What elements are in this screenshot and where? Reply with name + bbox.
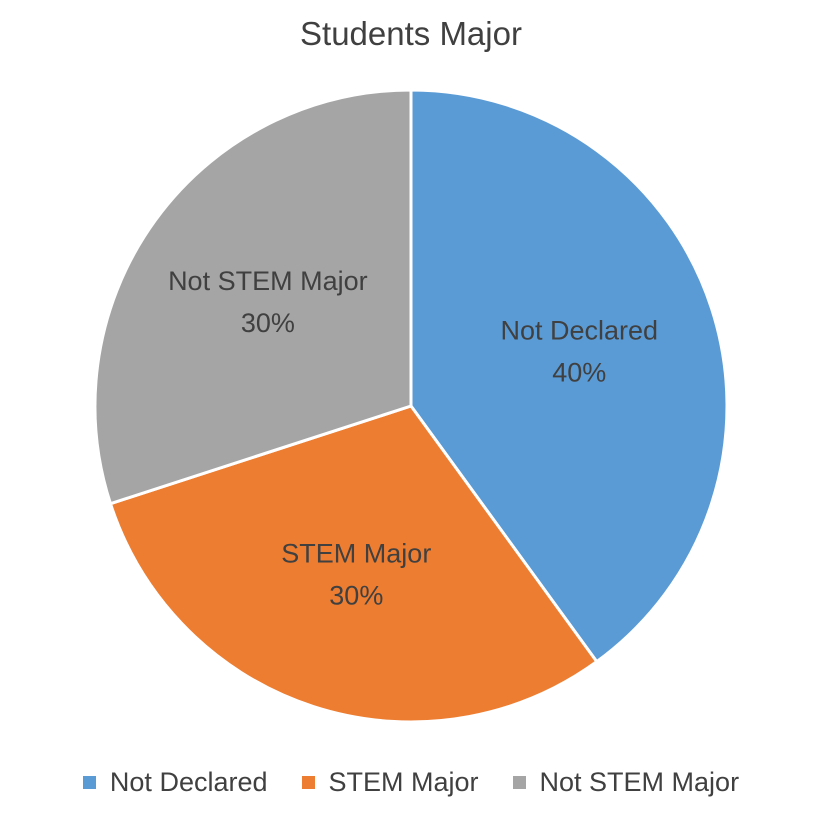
slice-value-stem-major: 30% [329, 580, 383, 610]
pie-slice-stem-major [108, 404, 599, 724]
slice-value-not-stem-major: 30% [241, 308, 295, 338]
pie-slice-not-stem-major [93, 88, 413, 506]
slice-value-not-declared: 40% [552, 357, 606, 387]
legend-item-stem-major: STEM Major [301, 766, 479, 798]
legend-swatch-not-stem-major [512, 775, 526, 789]
slice-label-not-stem-major: Not STEM Major [168, 266, 368, 296]
legend-label-not-declared: Not Declared [109, 766, 268, 797]
legend-label-stem-major: STEM Major [328, 766, 479, 797]
legend-label-not-stem-major: Not STEM Major [539, 766, 740, 797]
pie-slice-not-declared [409, 88, 729, 664]
legend-swatch-stem-major [301, 775, 315, 789]
chart-title: Students Major [300, 15, 522, 52]
legend-item-not-declared: Not Declared [82, 766, 268, 798]
legend-swatch-not-declared [82, 775, 96, 789]
slice-label-stem-major: STEM Major [281, 538, 431, 568]
legend-item-not-stem-major: Not STEM Major [512, 766, 740, 798]
chart-legend: Not Declared STEM Major Not STEM Major [0, 762, 822, 802]
slice-label-not-declared: Not Declared [501, 315, 659, 345]
